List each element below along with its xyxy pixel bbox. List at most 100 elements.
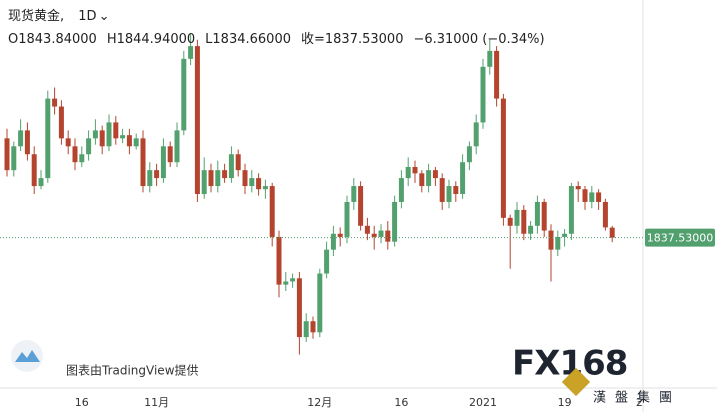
x-tick-label: 19 <box>558 396 572 409</box>
candle-body <box>262 186 268 190</box>
candle-body <box>473 122 479 147</box>
candle-body <box>181 58 187 131</box>
candle-body <box>548 230 554 250</box>
candle-body <box>514 209 520 226</box>
candle-body <box>194 46 200 195</box>
candle-body <box>174 130 180 163</box>
candle-body <box>72 146 78 163</box>
candle-body <box>154 170 160 179</box>
candle-body <box>79 154 85 163</box>
ohlc-row: O1843.84000 H1844.94000 L1834.66000 收=1837.… <box>8 28 555 47</box>
symbol-row: 现货黄金, 1D ⌄ <box>8 9 110 24</box>
candle-body <box>58 106 64 139</box>
candle-body <box>575 186 581 190</box>
candle-body <box>589 192 595 202</box>
candle-body <box>228 154 234 179</box>
candle-body <box>92 130 98 139</box>
watermark-diamond <box>561 367 591 397</box>
tv-logo <box>11 340 43 372</box>
candle-body <box>351 186 357 202</box>
candle-body <box>4 138 10 171</box>
candle-body <box>602 201 608 228</box>
x-tick-label: 2 <box>636 396 643 409</box>
candle-body <box>453 186 459 194</box>
candle-body <box>256 178 262 190</box>
ohlc-high: H1844.94000 <box>106 32 196 47</box>
candle-body <box>317 273 323 333</box>
candle-body <box>38 178 44 187</box>
candle-body <box>568 186 574 234</box>
interval[interactable]: 1D <box>78 9 97 24</box>
candle-body <box>310 321 316 333</box>
candle-body <box>337 233 343 237</box>
candle-body <box>358 186 364 226</box>
ohlc-open: O1843.84000 <box>8 32 97 47</box>
candle-body <box>378 230 384 237</box>
watermark-name: 漢盤集團 <box>593 390 681 406</box>
candle-body <box>534 201 540 226</box>
candle-body <box>269 186 275 237</box>
candle-body <box>24 130 30 155</box>
candle-body <box>11 146 17 171</box>
candle-body <box>65 138 71 147</box>
candle-body <box>487 50 493 67</box>
symbol[interactable]: 现货黄金 <box>8 9 61 24</box>
candle-body <box>330 233 336 250</box>
candle-body <box>364 225 370 234</box>
candle-body <box>188 46 194 59</box>
candle-body <box>99 130 105 147</box>
candle-body <box>562 233 568 237</box>
candle-body <box>432 170 438 179</box>
candle-body <box>555 236 561 250</box>
candle-body <box>426 170 432 187</box>
candle-body <box>208 170 214 187</box>
candle-body <box>412 166 418 174</box>
watermark: FX168 漢盤集團 <box>512 344 681 406</box>
last-price-label: 1837.53000 <box>647 232 713 245</box>
attribution: 图表由TradingView提供 <box>66 363 199 378</box>
candle-body <box>235 154 241 171</box>
candle-body <box>500 98 506 218</box>
candle-body <box>215 170 221 187</box>
ohlc-low: L1834.66000 <box>205 32 291 47</box>
candle-body <box>222 170 228 179</box>
candle-body <box>140 138 146 187</box>
candle-body <box>466 146 472 163</box>
candle-body <box>507 217 513 226</box>
ohlc-change: −6.31000 (−0.34%) <box>413 32 545 47</box>
candle-body <box>371 233 377 237</box>
candle-body <box>419 173 425 187</box>
candle-body <box>528 225 534 234</box>
candle-body <box>303 321 309 338</box>
candle-body <box>147 170 153 187</box>
candle-body <box>276 236 282 285</box>
candle-body <box>167 146 173 163</box>
candle-body <box>296 278 302 338</box>
candle-body <box>31 154 37 187</box>
candle-body <box>242 170 248 187</box>
candle-body <box>480 66 486 123</box>
candle-body <box>283 281 289 285</box>
candle-body <box>385 230 391 242</box>
x-tick-label: 16 <box>75 396 89 409</box>
candles <box>4 33 615 355</box>
candle-body <box>290 278 296 282</box>
candle-body <box>521 209 527 234</box>
candle-body <box>541 201 547 231</box>
candle-body <box>324 249 330 274</box>
candle-body <box>113 122 119 139</box>
candle-body <box>133 138 139 147</box>
candle-body <box>120 135 126 139</box>
last-price-badge <box>645 228 715 247</box>
candle-body <box>405 166 411 179</box>
candle-body <box>106 122 112 147</box>
candle-body <box>52 98 58 107</box>
x-tick-label: 12月 <box>307 396 332 409</box>
candle-body <box>18 130 24 147</box>
candle-body <box>460 162 466 194</box>
candle-body <box>160 146 166 179</box>
candle-body <box>126 135 132 147</box>
candle-body <box>596 192 602 202</box>
